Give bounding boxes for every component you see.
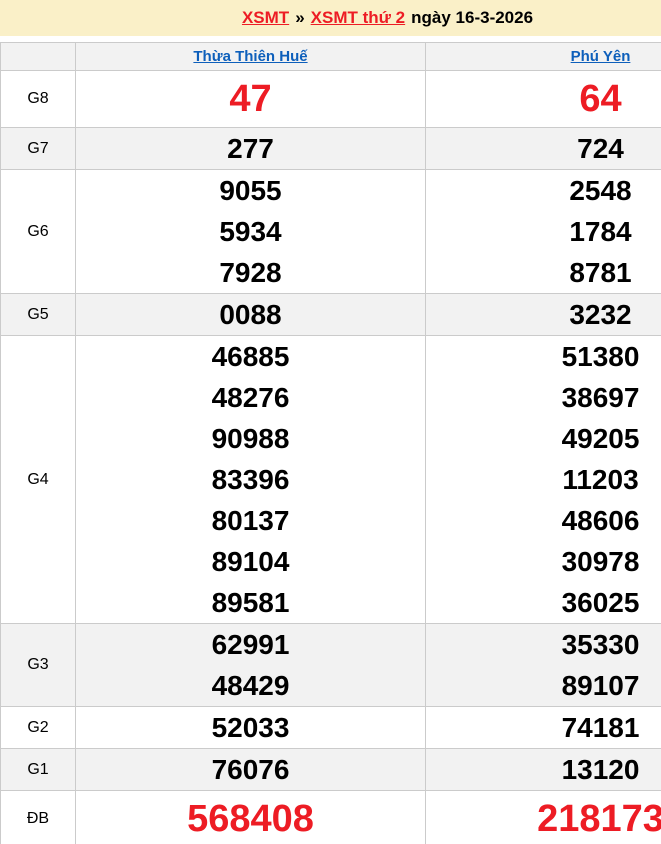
prize-values-g5-thua-thien-hue: 0088: [75, 293, 426, 336]
province-link-phu-yen[interactable]: Phú Yên: [570, 48, 631, 65]
prize-values-g4-phu-yen: 51380 38697 49205 11203 48606 30978 36025: [425, 335, 661, 624]
prize-value: 568408: [187, 798, 314, 840]
prize-value: 64: [579, 78, 622, 120]
prize-row-g1: G1 76076 13120: [0, 748, 661, 791]
prize-values-g8-thua-thien-hue: 47: [75, 70, 426, 128]
prize-row-g2: G2 52033 74181: [0, 706, 661, 749]
prize-value: 7928: [219, 257, 282, 288]
prize-value: 9055: [219, 175, 282, 206]
prize-label-g7: G7: [0, 127, 76, 170]
prize-row-db: ĐB 568408 218173: [0, 790, 661, 844]
prize-label-g6: G6: [0, 169, 76, 294]
province-link-thua-thien-hue[interactable]: Thừa Thiên Huế: [193, 48, 308, 65]
prize-value: 80137: [211, 505, 290, 536]
prize-values-db-phu-yen: 218173: [425, 790, 661, 844]
prize-row-g8: G8 47 64: [0, 70, 661, 128]
prize-value: 48276: [211, 382, 290, 413]
prize-values-g5-phu-yen: 3232: [425, 293, 661, 336]
prize-values-g4-thua-thien-hue: 46885 48276 90988 83396 80137 89104 89581: [75, 335, 426, 624]
prize-label-g5: G5: [0, 293, 76, 336]
prize-value: 48429: [211, 670, 290, 701]
prize-value: 30978: [561, 546, 640, 577]
prize-value: 76076: [211, 754, 290, 785]
prize-value: 89107: [561, 670, 640, 701]
prize-label-g8: G8: [0, 70, 76, 128]
prize-row-g6: G6 9055 5934 7928 2548 1784 8781: [0, 169, 661, 294]
spacer: [0, 36, 661, 42]
prize-row-g3: G3 62991 48429 35330 89107: [0, 623, 661, 707]
prize-value: 8781: [569, 257, 632, 288]
prize-values-g6-thua-thien-hue: 9055 5934 7928: [75, 169, 426, 294]
prize-values-g1-thua-thien-hue: 76076: [75, 748, 426, 791]
prize-value: 38697: [561, 382, 640, 413]
prize-value: 1784: [569, 216, 632, 247]
prize-values-g3-thua-thien-hue: 62991 48429: [75, 623, 426, 707]
prize-values-g8-phu-yen: 64: [425, 70, 661, 128]
column-header-thua-thien-hue: Thừa Thiên Huế: [75, 42, 426, 71]
prize-label-db: ĐB: [0, 790, 76, 844]
prize-value: 49205: [561, 423, 640, 454]
prize-row-g5: G5 0088 3232: [0, 293, 661, 336]
prize-values-g3-phu-yen: 35330 89107: [425, 623, 661, 707]
prize-value: 0088: [219, 299, 282, 330]
prize-value: 5934: [219, 216, 282, 247]
prize-value: 3232: [569, 299, 632, 330]
prize-row-g4: G4 46885 48276 90988 83396 80137 89104 89581 513…: [0, 335, 661, 624]
prize-values-g2-phu-yen: 74181: [425, 706, 661, 749]
breadcrumb-separator: »: [295, 8, 305, 27]
draw-date-text: ngày 16-3-2026: [411, 8, 534, 27]
prize-value: 83396: [211, 464, 290, 495]
prize-value: 74181: [561, 712, 640, 743]
table-header-row: Thừa Thiên Huế Phú Yên: [0, 42, 661, 71]
prize-label-g3: G3: [0, 623, 76, 707]
prize-value: 52033: [211, 712, 290, 743]
prize-value: 36025: [561, 587, 640, 618]
prize-values-db-thua-thien-hue: 568408: [75, 790, 426, 844]
prize-label-g2: G2: [0, 706, 76, 749]
prize-value: 11203: [562, 464, 639, 495]
prize-value: 47: [229, 78, 272, 120]
prize-label-g1: G1: [0, 748, 76, 791]
prize-value: 89581: [211, 587, 290, 618]
xsmt-thu-2-link[interactable]: XSMT thứ 2: [310, 8, 406, 27]
prize-values-g1-phu-yen: 13120: [425, 748, 661, 791]
corner-cell: [0, 42, 76, 71]
prize-value: 90988: [211, 423, 290, 454]
prize-value: 51380: [561, 341, 640, 372]
lottery-results-table: Thừa Thiên Huế Phú Yên G8 47 64 G7 277 724 G6 9…: [0, 42, 661, 844]
column-header-phu-yen: Phú Yên: [425, 42, 661, 71]
prize-value: 89104: [211, 546, 290, 577]
prize-label-g4: G4: [0, 335, 76, 624]
page-title: XSMT » XSMT thứ 2 ngày 16-3-2026: [0, 0, 661, 36]
results-table-body: G8 47 64 G7 277 724 G6 9055 5934 7928 2548 1784 8781…: [0, 70, 661, 844]
prize-value: 277: [227, 133, 274, 164]
prize-value: 46885: [211, 341, 290, 372]
prize-values-g7-phu-yen: 724: [425, 127, 661, 170]
prize-value: 35330: [561, 629, 640, 660]
prize-value: 62991: [211, 629, 290, 660]
prize-row-g7: G7 277 724: [0, 127, 661, 170]
prize-values-g2-thua-thien-hue: 52033: [75, 706, 426, 749]
xsmt-link[interactable]: XSMT: [241, 8, 290, 27]
prize-value: 48606: [561, 505, 640, 536]
prize-value: 2548: [569, 175, 632, 206]
prize-value: 724: [577, 133, 624, 164]
prize-value: 218173: [537, 798, 661, 840]
prize-values-g7-thua-thien-hue: 277: [75, 127, 426, 170]
prize-values-g6-phu-yen: 2548 1784 8781: [425, 169, 661, 294]
prize-value: 13120: [561, 754, 640, 785]
